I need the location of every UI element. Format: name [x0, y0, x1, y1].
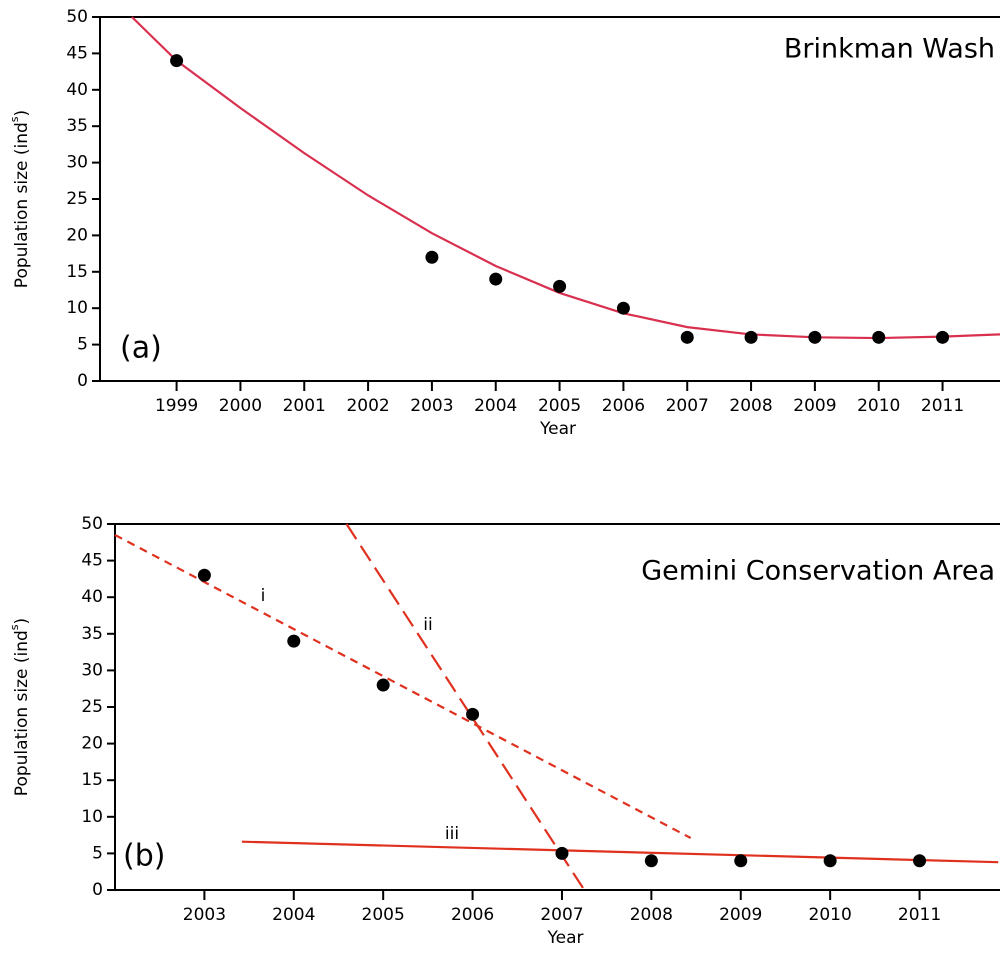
y-tick-label: 35 — [66, 116, 88, 136]
y-axis-label-part: ) — [12, 110, 32, 117]
data-point — [170, 54, 184, 68]
x-tick-label: 2005 — [362, 905, 405, 925]
x-tick-label: 2007 — [666, 396, 709, 416]
fit-line — [345, 523, 586, 891]
annotation: Gemini Conservation Area — [641, 556, 995, 587]
data-point — [936, 330, 950, 344]
fit-line — [241, 840, 999, 864]
y-axis-label-part: ) — [12, 618, 32, 625]
y-tick-label: 15 — [81, 770, 103, 790]
x-tick-label: 2011 — [898, 905, 941, 925]
line-label: iii — [445, 824, 459, 844]
x-axis-label: Year — [539, 419, 576, 439]
x-tick-label: 2003 — [183, 905, 226, 925]
data-point — [644, 854, 658, 868]
x-tick-label: 2009 — [793, 396, 836, 416]
y-tick-label: 50 — [81, 514, 103, 534]
data-point — [823, 854, 837, 868]
line-label: i — [261, 586, 266, 606]
fit-line — [114, 534, 692, 840]
x-tick-label: 2010 — [809, 905, 852, 925]
data-point — [744, 330, 758, 344]
y-tick-label: 25 — [81, 697, 103, 717]
y-tick-label: 15 — [66, 262, 88, 282]
x-tick-label: 2002 — [346, 396, 389, 416]
data-point — [872, 330, 886, 344]
data-point — [425, 250, 439, 264]
data-point — [553, 279, 567, 293]
y-axis-label: Population size (inds) — [8, 110, 32, 288]
data-point — [616, 301, 630, 315]
y-tick-label: 25 — [66, 189, 88, 209]
axes — [99, 16, 1000, 382]
y-axis-label-part: Population size (ind — [12, 122, 32, 288]
y-tick-label: 20 — [66, 225, 88, 245]
y-tick-label: 45 — [66, 43, 88, 63]
x-tick-label: 2003 — [410, 396, 453, 416]
y-axis-label-part: Population size (ind — [12, 630, 32, 796]
fit-line — [131, 16, 1000, 340]
y-tick-label: 0 — [92, 880, 103, 900]
y-tick-label: 45 — [81, 551, 103, 571]
y-tick-label: 0 — [77, 371, 88, 391]
y-tick-label: 50 — [66, 7, 88, 27]
x-tick-label: 2008 — [630, 905, 673, 925]
y-tick-label: 30 — [66, 153, 88, 173]
data-point — [287, 634, 301, 648]
x-tick-label: 2011 — [921, 396, 964, 416]
y-tick-label: 10 — [81, 807, 103, 827]
y-tick-label: 30 — [81, 660, 103, 680]
x-tick-label: 2000 — [219, 396, 262, 416]
chart: 0 5 10 15 20 25 30 35 40 45 50 2003 2004 2005 2006 2007… — [8, 514, 1000, 948]
line-label: ii — [423, 615, 432, 635]
y-tick-label: 5 — [92, 843, 103, 863]
chart: 0 5 10 15 20 25 30 35 40 45 50 1999 2000 2001 2002 2003… — [8, 7, 1000, 439]
x-tick-label: 2006 — [451, 905, 494, 925]
data-point — [489, 272, 503, 286]
data-point — [376, 678, 390, 692]
data-point — [808, 330, 822, 344]
x-tick-label: 2005 — [538, 396, 581, 416]
y-tick-label: 40 — [81, 587, 103, 607]
data-point — [913, 854, 927, 868]
x-axis-label: Year — [547, 928, 584, 948]
x-tick-label: 1999 — [155, 396, 198, 416]
y-axis-label: Population size (inds) — [8, 618, 32, 796]
data-point — [466, 707, 480, 721]
panel-label: (a) — [120, 331, 162, 366]
y-tick-label: 35 — [81, 624, 103, 644]
y-tick-label: 20 — [81, 734, 103, 754]
y-axis-label-part: s — [8, 624, 21, 630]
x-tick-label: 2009 — [719, 905, 762, 925]
y-tick-label: 40 — [66, 80, 88, 100]
data-point — [680, 330, 694, 344]
panel-label: (b) — [123, 839, 165, 874]
x-tick-label: 2004 — [474, 396, 517, 416]
x-tick-label: 2001 — [283, 396, 326, 416]
data-point — [734, 854, 748, 868]
x-tick-label: 2007 — [540, 905, 583, 925]
x-tick-label: 2006 — [602, 396, 645, 416]
annotation: Brinkman Wash — [784, 34, 995, 65]
x-tick-label: 2008 — [729, 396, 772, 416]
y-axis-label-part: s — [8, 116, 21, 122]
x-tick-label: 2004 — [272, 905, 315, 925]
y-tick-label: 5 — [77, 335, 88, 355]
x-tick-label: 2010 — [857, 396, 900, 416]
data-point — [197, 568, 211, 582]
data-point — [555, 846, 569, 860]
y-tick-label: 10 — [66, 298, 88, 318]
